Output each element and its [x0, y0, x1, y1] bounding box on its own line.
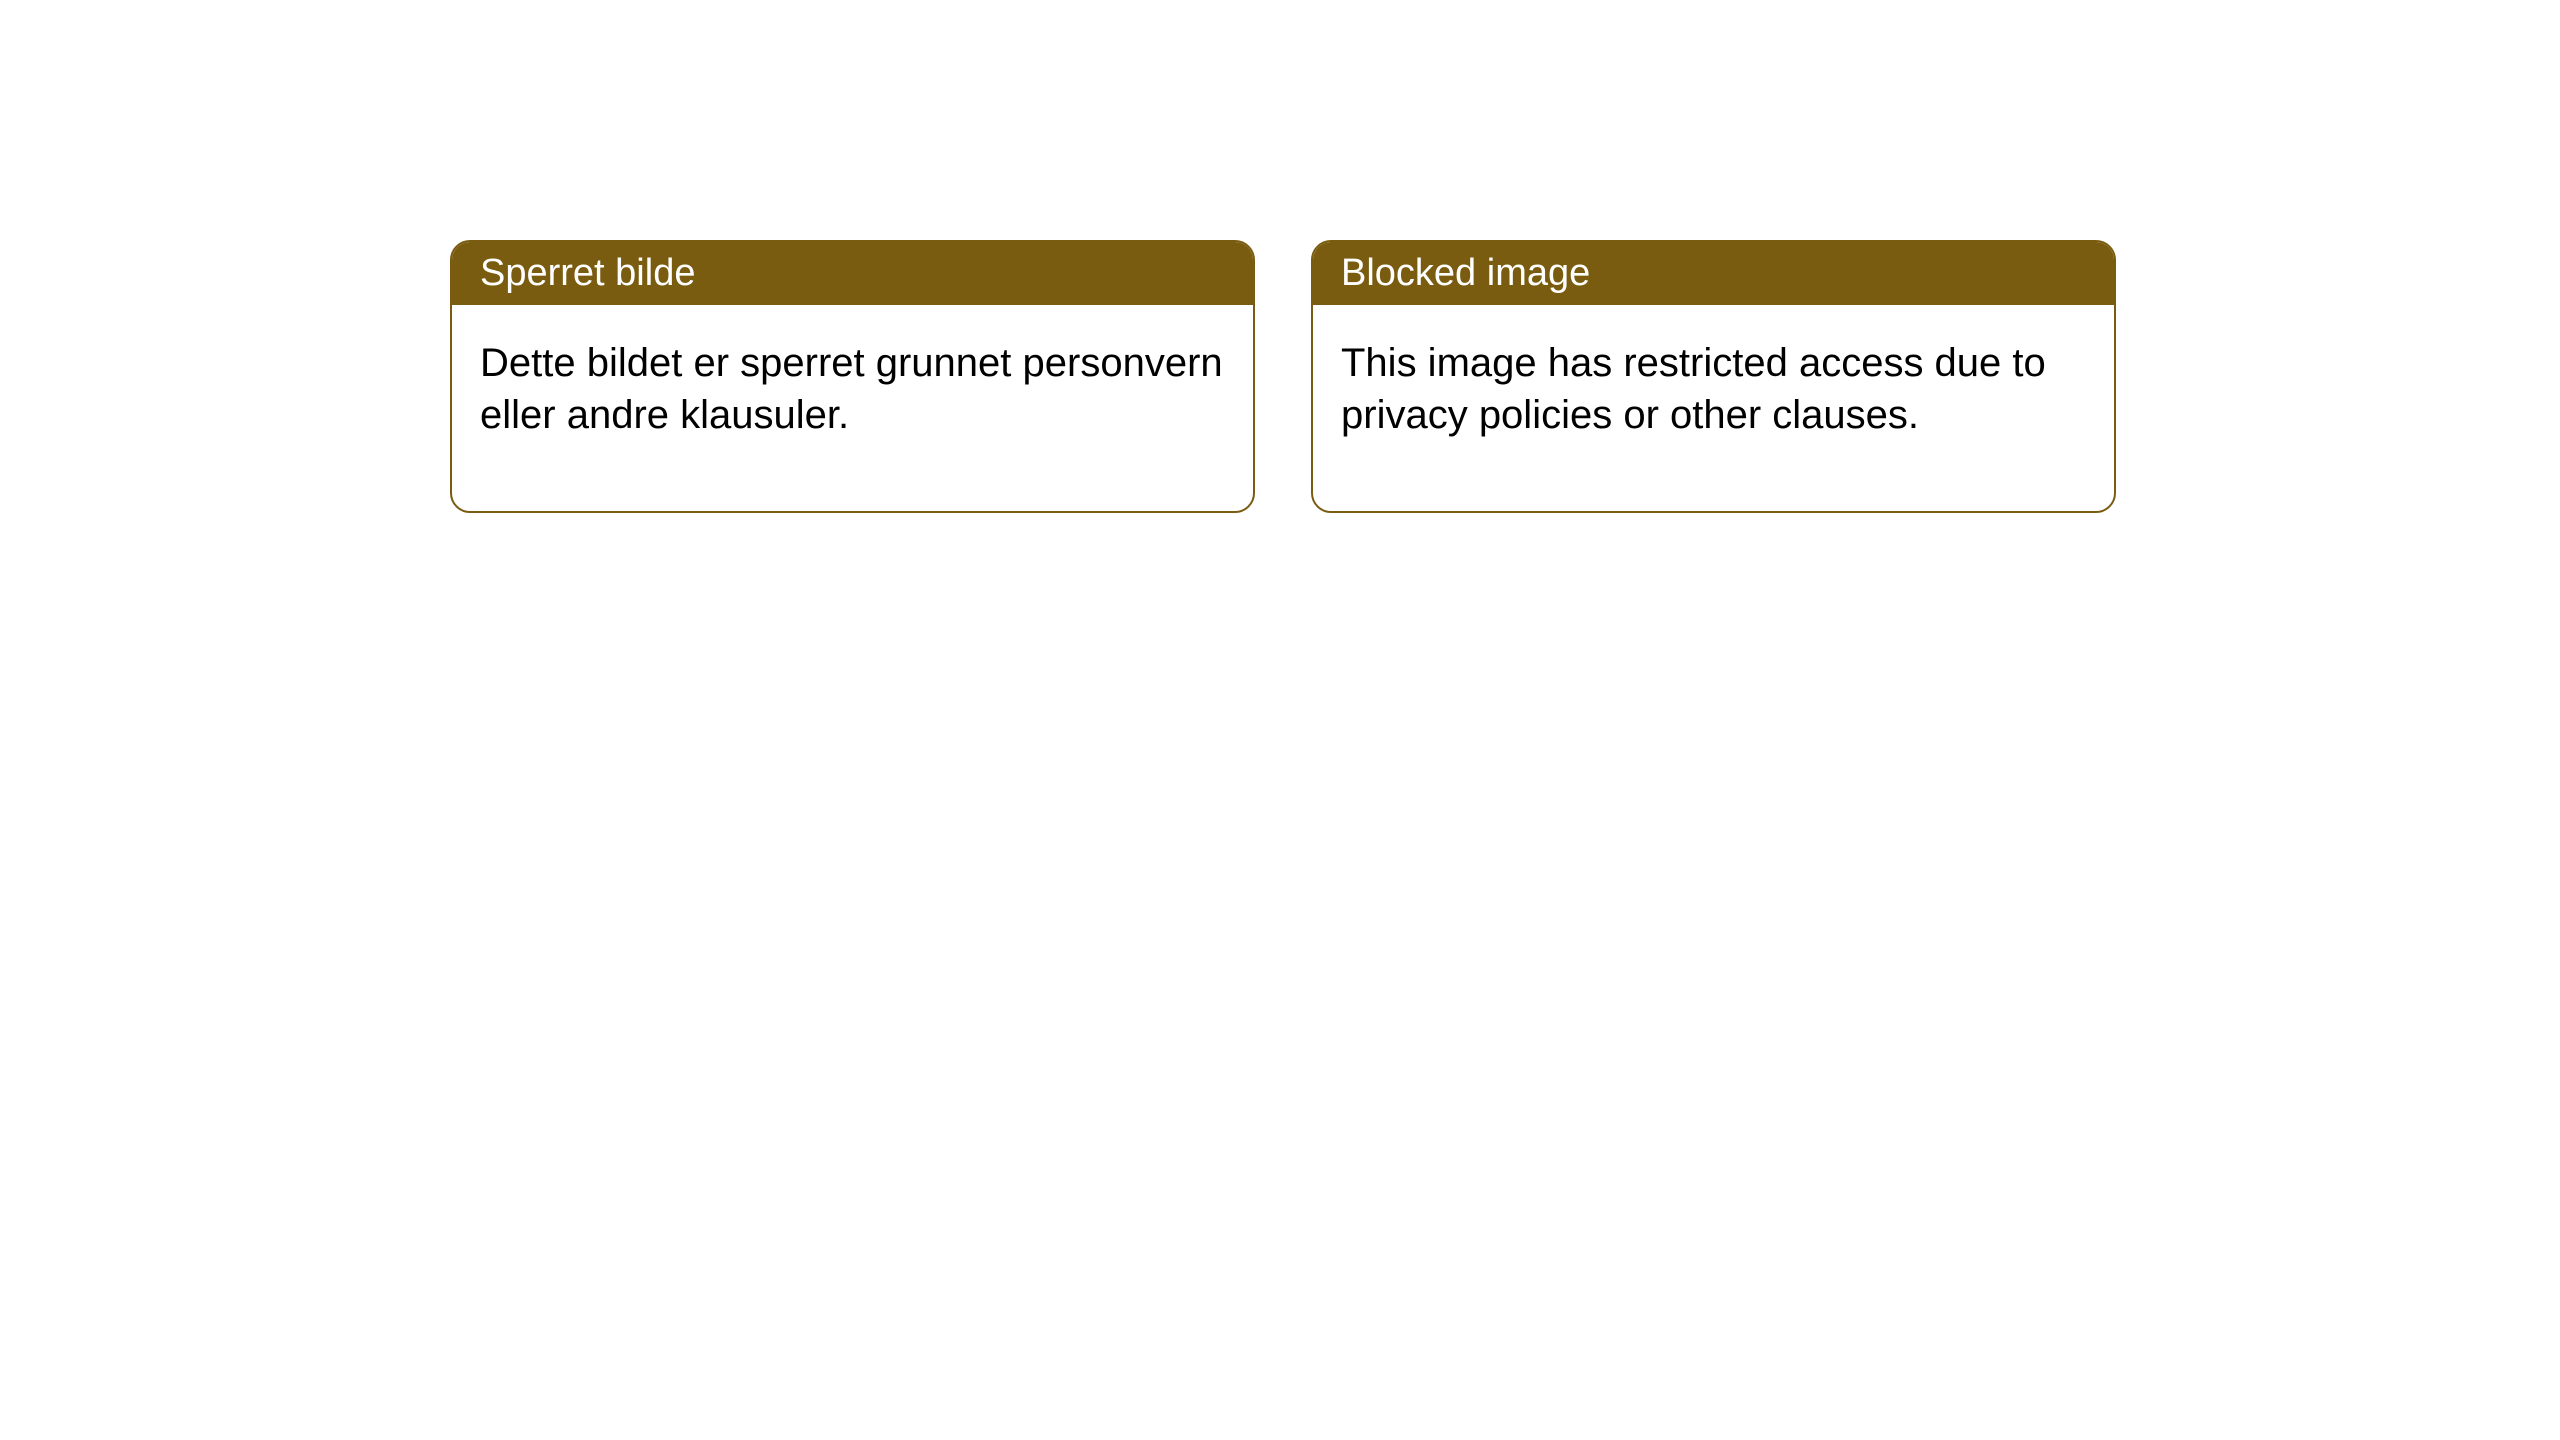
notice-cards-container: Sperret bilde Dette bildet er sperret gr…	[450, 240, 2560, 513]
notice-card-body: This image has restricted access due to …	[1313, 305, 2114, 511]
notice-card-header: Blocked image	[1313, 242, 2114, 305]
notice-card-norwegian: Sperret bilde Dette bildet er sperret gr…	[450, 240, 1255, 513]
notice-card-body: Dette bildet er sperret grunnet personve…	[452, 305, 1253, 511]
notice-card-text: This image has restricted access due to …	[1341, 341, 2046, 437]
notice-card-text: Dette bildet er sperret grunnet personve…	[480, 341, 1223, 437]
notice-card-title: Sperret bilde	[480, 252, 695, 294]
notice-card-header: Sperret bilde	[452, 242, 1253, 305]
notice-card-english: Blocked image This image has restricted …	[1311, 240, 2116, 513]
notice-card-title: Blocked image	[1341, 252, 1590, 294]
